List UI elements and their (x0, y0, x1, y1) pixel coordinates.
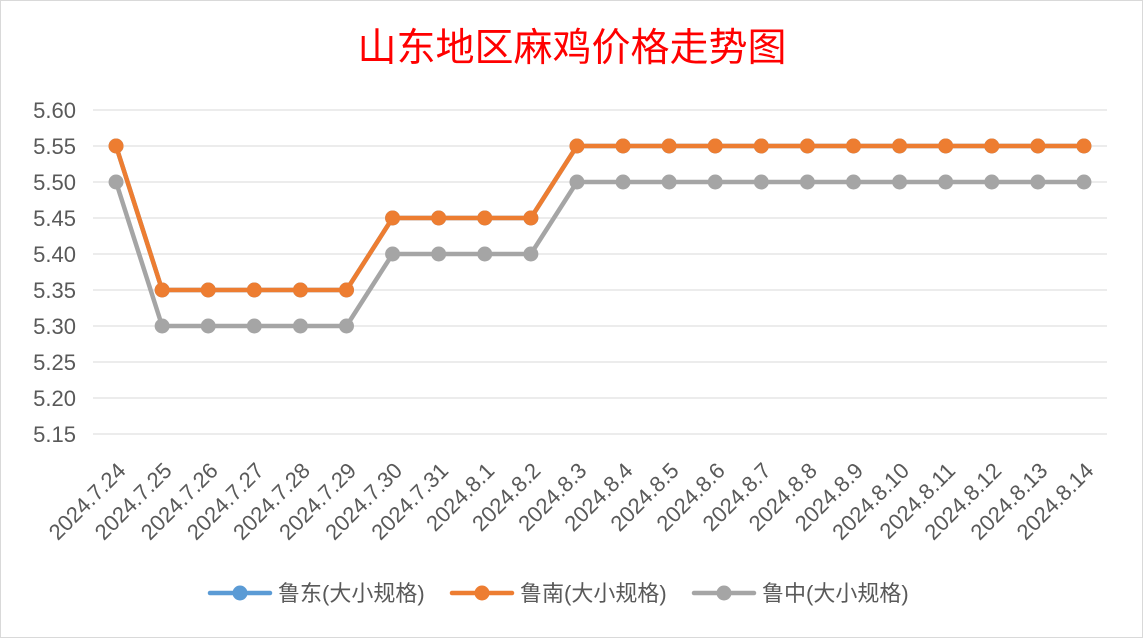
y-tick-label: 5.40 (33, 242, 76, 267)
series-1-point (292, 282, 308, 298)
legend-swatch-marker (474, 585, 490, 601)
series-1-point (246, 282, 262, 298)
series-2-point (385, 246, 401, 262)
series-2-point (984, 174, 1000, 190)
y-tick-label: 5.35 (33, 278, 76, 303)
series-1-point (385, 210, 401, 226)
legend: 鲁东(大小规格) 鲁南(大小规格) 鲁中(大小规格) (207, 581, 909, 606)
y-axis-labels: 5.15 5.20 5.25 5.30 5.35 5.40 5.45 5.50 5.55 5.60 (33, 98, 76, 447)
series-2-point (799, 174, 815, 190)
legend-item-series-2: 鲁中(大小规格) (691, 581, 909, 606)
legend-swatch-marker (232, 585, 248, 601)
y-tick-label: 5.15 (33, 422, 76, 447)
legend-label: 鲁南(大小规格) (520, 581, 667, 606)
legend-item-series-0: 鲁东(大小规格) (207, 581, 425, 606)
series-1-point (846, 138, 861, 154)
series-2-point (846, 174, 861, 190)
series-2-point (154, 318, 170, 334)
series-2-point (246, 318, 262, 334)
series-2-point (339, 318, 354, 334)
series-1-point (477, 210, 493, 226)
chart-title: 山东地区麻鸡价格走势图 (357, 27, 786, 70)
series-2-point (477, 246, 493, 262)
series-1-point (661, 138, 677, 154)
y-tick-label: 5.60 (33, 98, 76, 123)
series-2-point (569, 174, 585, 190)
series-1-point (154, 282, 170, 298)
y-tick-label: 5.20 (33, 386, 76, 411)
series-1-point (753, 138, 769, 154)
series-1-point (615, 138, 631, 154)
series-2-point (753, 174, 769, 190)
legend-item-series-1: 鲁南(大小规格) (449, 581, 667, 606)
series-2-point (938, 174, 954, 190)
series-2-point (523, 246, 539, 262)
y-tick-label: 5.45 (33, 206, 76, 231)
series-2-point (200, 318, 216, 334)
series-1-point (431, 210, 447, 226)
series-2-point (661, 174, 677, 190)
series-1-point (569, 138, 585, 154)
series-2-point (292, 318, 308, 334)
legend-label: 鲁东(大小规格) (278, 581, 425, 606)
series-1-point (799, 138, 815, 154)
series-1-point (707, 138, 723, 154)
series-1-point (523, 210, 539, 226)
series-1-point (1076, 138, 1092, 154)
series-1-point (108, 138, 124, 154)
series-1-point (892, 138, 908, 154)
series-2-point (892, 174, 908, 190)
series-1-point (200, 282, 216, 298)
legend-swatch-marker (716, 585, 732, 601)
y-tick-label: 5.55 (33, 134, 76, 159)
series-2-point (615, 174, 631, 190)
series-group (108, 138, 1092, 334)
series-1 (108, 138, 1092, 298)
series-1-point (938, 138, 954, 154)
series-2-point (431, 246, 447, 262)
series-2-line (113, 179, 1087, 329)
y-tick-label: 5.25 (33, 350, 76, 375)
series-2-point (1030, 174, 1046, 190)
series-2-point (1076, 174, 1092, 190)
series-2 (108, 174, 1092, 334)
series-1-point (339, 282, 354, 298)
series-1-point (984, 138, 1000, 154)
y-tick-label: 5.30 (33, 314, 76, 339)
series-1-point (1030, 138, 1046, 154)
y-tick-label: 5.50 (33, 170, 76, 195)
series-2-point (108, 174, 124, 190)
legend-label: 鲁中(大小规格) (762, 581, 909, 606)
series-2-point (707, 174, 723, 190)
series-1-line (113, 143, 1087, 293)
